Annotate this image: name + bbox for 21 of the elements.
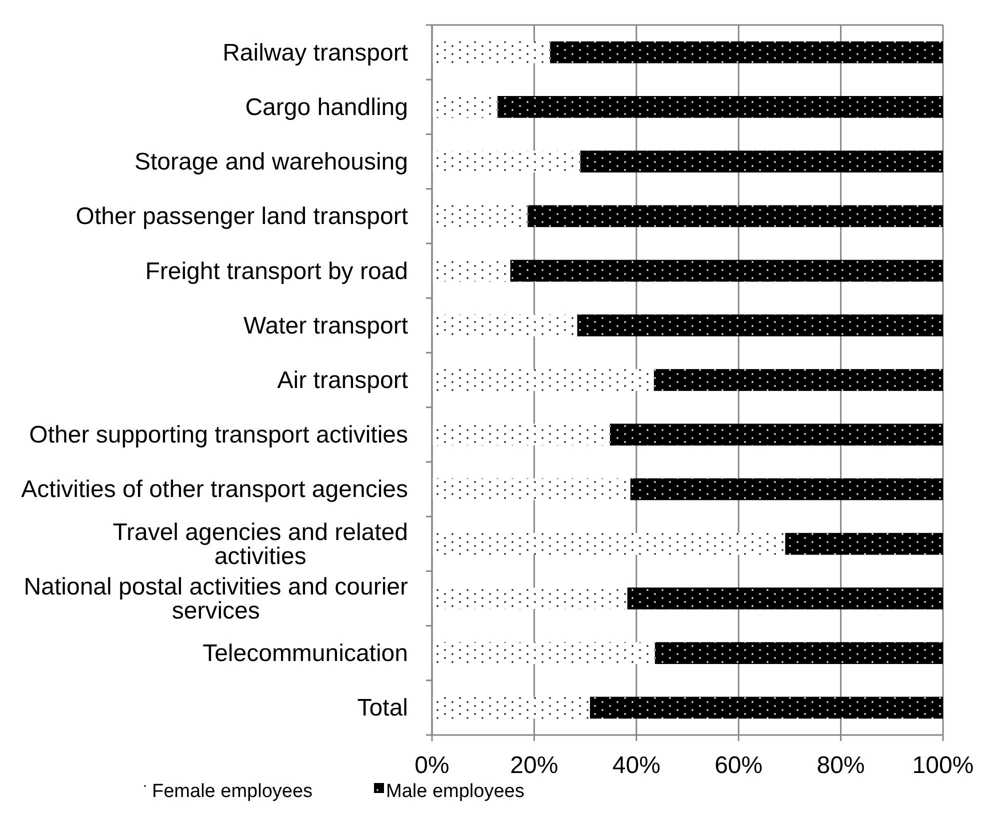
y-tick-label: Railway transport bbox=[222, 39, 408, 66]
y-tick-label: Cargo handling bbox=[245, 94, 408, 121]
legend-label: Female employees bbox=[152, 781, 313, 802]
y-tick-label: Freight transport by road bbox=[145, 258, 408, 285]
y-tick-label: Water transport bbox=[244, 312, 408, 340]
x-tick-label: 0% bbox=[414, 752, 450, 779]
y-tick-label: National postal activities and courier services bbox=[24, 573, 408, 624]
x-tick-label: 100% bbox=[912, 752, 974, 779]
y-tick-label: Travel agencies and related activities bbox=[112, 518, 408, 570]
y-tick-label: Storage and warehousing bbox=[134, 148, 408, 176]
y-tick-label: Other passenger land transport bbox=[76, 203, 408, 230]
x-tick-label: 80% bbox=[816, 752, 865, 779]
x-tick-label: 20% bbox=[510, 752, 558, 779]
y-tick-label: Total bbox=[357, 694, 408, 722]
legend-label: Male employees bbox=[386, 781, 524, 802]
y-tick-label: Air transport bbox=[277, 367, 408, 394]
y-tick-label: Activities of other transport agencies bbox=[21, 476, 408, 504]
y-tick-label: Telecommunication bbox=[202, 640, 408, 668]
y-tick-label: Other supporting transport activities bbox=[29, 422, 408, 449]
x-tick-label: 60% bbox=[714, 752, 763, 779]
x-tick-label: 40% bbox=[612, 752, 660, 779]
